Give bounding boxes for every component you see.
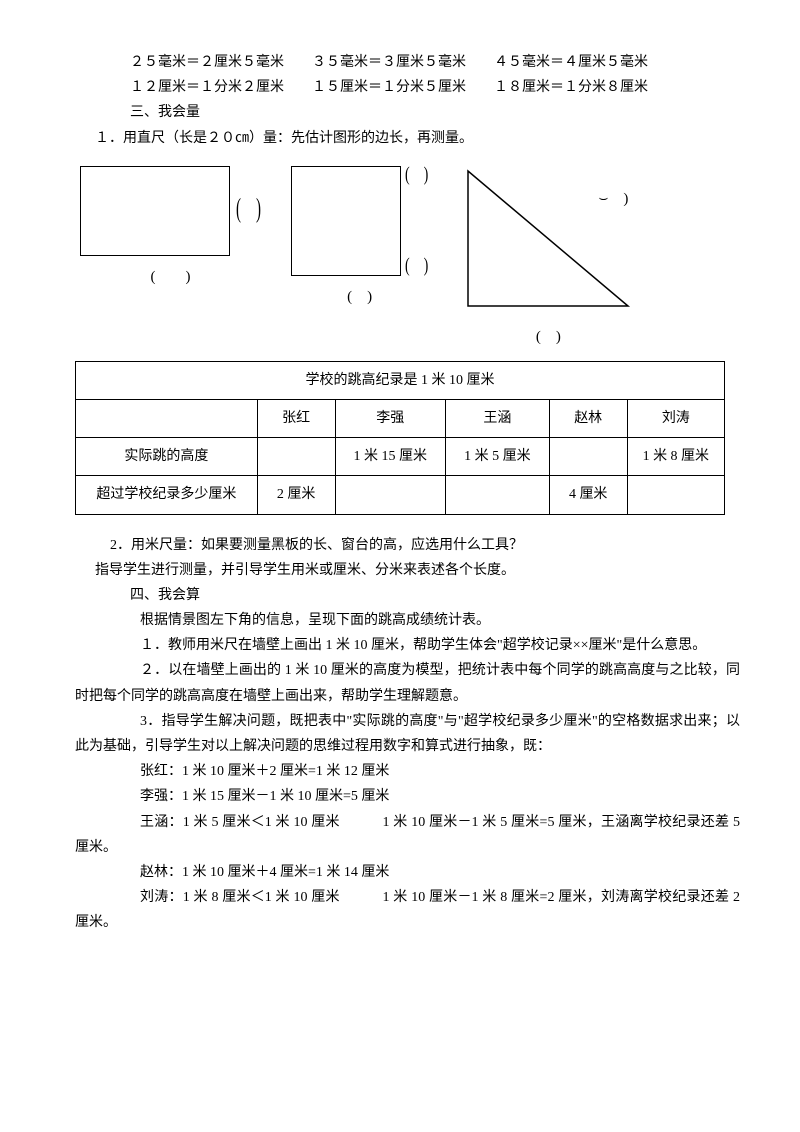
guide-text: 指导学生进行测量，并引导学生用米或厘米、分米来表述各个长度。 — [60, 558, 740, 583]
table-row-height: 实际跳的高度 1 米 15 厘米 1 米 5 厘米 1 米 8 厘米 — [76, 438, 725, 476]
td-r2-c1: 2 厘米 — [257, 476, 335, 514]
triangle-below-paren: ( ) — [536, 324, 561, 351]
rect2-below-paren: ( ) — [347, 284, 372, 311]
td-r1-c4 — [549, 438, 627, 476]
conv-line-1: ２５毫米＝２厘米５毫米 ３５毫米＝３厘米５毫米 ４５毫米＝４厘米５毫米 — [60, 50, 740, 75]
th-liutao: 刘涛 — [627, 399, 724, 437]
calc-zhaolin: 赵林：1 米 10 厘米＋4 厘米=1 米 14 厘米 — [60, 860, 740, 885]
triangle-block: ⌣ ) ( ) — [458, 166, 638, 351]
calc-liutao: 刘涛：1 米 8 厘米＜1 米 10 厘米 1 米 10 厘米－1 米 8 厘米… — [60, 885, 740, 935]
td-r1-c3: 1 米 5 厘米 — [445, 438, 549, 476]
table-row-exceed: 超过学校纪录多少厘米 2 厘米 4 厘米 — [76, 476, 725, 514]
td-r2-c4: 4 厘米 — [549, 476, 627, 514]
table-title: 学校的跳高纪录是 1 米 10 厘米 — [76, 361, 725, 399]
td-r2-c2 — [335, 476, 445, 514]
td-label-height: 实际跳的高度 — [76, 438, 258, 476]
td-label-exceed: 超过学校纪录多少厘米 — [76, 476, 258, 514]
jump-record-table: 学校的跳高纪录是 1 米 10 厘米 张红 李强 王涵 赵林 刘涛 实际跳的高度… — [75, 361, 725, 515]
rect1 — [80, 166, 230, 256]
td-r1-c1 — [257, 438, 335, 476]
calc-wanghan: 王涵：1 米 5 厘米＜1 米 10 厘米 1 米 10 厘米－1 米 5 厘米… — [60, 810, 740, 860]
s4-p1: １．教师用米尺在墙壁上画出 1 米 10 厘米，帮助学生体会"超学校记录××厘米… — [75, 633, 740, 658]
rect1-block: ( ) ( ) — [80, 166, 261, 291]
rect2-block: ( ) ( ) ( ) — [291, 166, 428, 311]
rect2-right-paren-2: ( ) — [405, 249, 428, 284]
th-blank — [76, 399, 258, 437]
shapes-row: ( ) ( ) ( ) ( ) ( ) ⌣ ) — [80, 166, 740, 351]
table-header-row: 张红 李强 王涵 赵林 刘涛 — [76, 399, 725, 437]
s4-p3: 3．指导学生解决问题，既把表中"实际跳的高度"与"超学校纪录多少厘米"的空格数据… — [75, 709, 740, 759]
th-zhanghong: 张红 — [257, 399, 335, 437]
rect1-right-paren: ( ) — [236, 186, 261, 235]
q2-text: 2．用米尺量：如果要测量黑板的长、窗台的高，应选用什么工具？ — [60, 533, 740, 558]
calc-liqiang: 李强：1 米 15 厘米－1 米 10 厘米=5 厘米 — [140, 784, 740, 809]
td-r2-c3 — [445, 476, 549, 514]
th-liqiang: 李强 — [335, 399, 445, 437]
section3-title: 三、我会量 — [60, 100, 740, 125]
rect2 — [291, 166, 401, 276]
s4-p2: ２．以在墙壁上画出的 1 米 10 厘米的高度为模型，把统计表中每个同学的跳高高… — [75, 658, 740, 708]
calc-zhanghong: 张红：1 米 10 厘米＋2 厘米=1 米 12 厘米 — [140, 759, 740, 784]
section4-title: 四、我会算 — [60, 583, 740, 608]
th-wanghan: 王涵 — [445, 399, 549, 437]
td-r2-c5 — [627, 476, 724, 514]
q1-text: １．用直尺（长是２０㎝）量：先估计图形的边长，再测量。 — [60, 126, 740, 151]
td-r1-c5: 1 米 8 厘米 — [627, 438, 724, 476]
th-zhaolin: 赵林 — [549, 399, 627, 437]
td-r1-c2: 1 米 15 厘米 — [335, 438, 445, 476]
rect1-below-paren: ( ) — [151, 264, 191, 291]
conv-line-2: １２厘米＝１分米２厘米 １５厘米＝１分米５厘米 １８厘米＝１分米８厘米 — [60, 75, 740, 100]
s4-intro: 根据情景图左下角的信息，呈现下面的跳高成绩统计表。 — [60, 608, 740, 633]
table-wrap: 学校的跳高纪录是 1 米 10 厘米 张红 李强 王涵 赵林 刘涛 实际跳的高度… — [75, 361, 725, 515]
page-content: ２５毫米＝２厘米５毫米 ３５毫米＝３厘米５毫米 ４５毫米＝４厘米５毫米 １２厘米… — [0, 0, 800, 986]
triangle-arc: ⌣ ) — [598, 186, 628, 213]
rect2-right-paren-1: ( ) — [405, 157, 428, 192]
